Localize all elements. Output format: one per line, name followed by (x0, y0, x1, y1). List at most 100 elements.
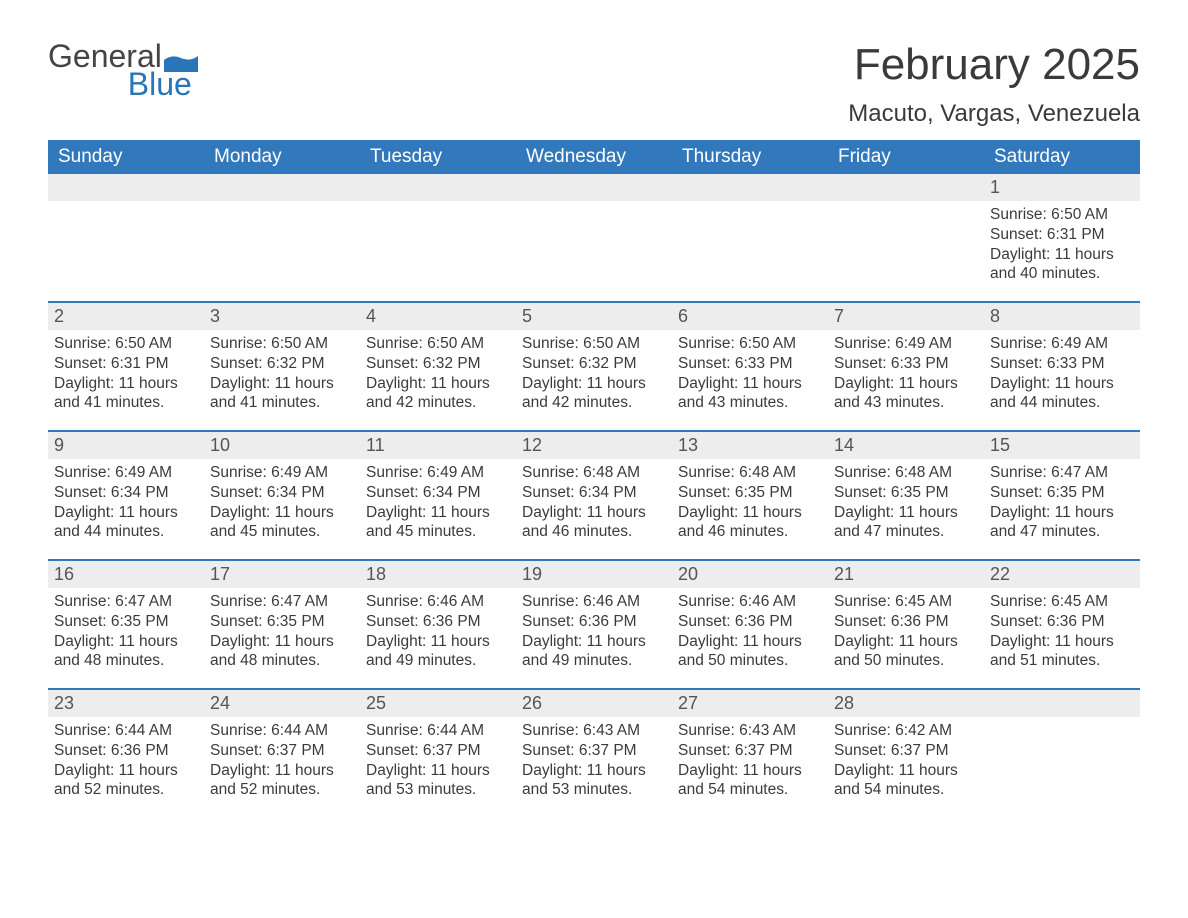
daynum-row: 9101112131415 (48, 432, 1140, 459)
day-number (516, 174, 672, 201)
day-cell-num: 10 (204, 432, 360, 459)
sunset-line: Sunset: 6:36 PM (834, 612, 976, 632)
sunset-line: Sunset: 6:36 PM (522, 612, 664, 632)
daylight-line: Daylight: 11 hours and 43 minutes. (834, 374, 976, 414)
sunset-line: Sunset: 6:35 PM (54, 612, 196, 632)
sunset-line: Sunset: 6:36 PM (990, 612, 1132, 632)
sunset-line: Sunset: 6:32 PM (366, 354, 508, 374)
day-header-row: SundayMondayTuesdayWednesdayThursdayFrid… (48, 140, 1140, 174)
day-cell-num: 19 (516, 561, 672, 588)
day-cell-data: Sunrise: 6:46 AMSunset: 6:36 PMDaylight:… (516, 588, 672, 688)
day-data (672, 201, 828, 215)
day-cell-data: Sunrise: 6:48 AMSunset: 6:35 PMDaylight:… (672, 459, 828, 559)
day-cell-data: Sunrise: 6:45 AMSunset: 6:36 PMDaylight:… (828, 588, 984, 688)
day-cell-data (204, 201, 360, 301)
day-number: 24 (204, 690, 360, 717)
daylight-line: Daylight: 11 hours and 50 minutes. (678, 632, 820, 672)
day-data: Sunrise: 6:48 AMSunset: 6:34 PMDaylight:… (516, 459, 672, 552)
day-data: Sunrise: 6:44 AMSunset: 6:37 PMDaylight:… (360, 717, 516, 810)
daylight-line: Daylight: 11 hours and 54 minutes. (678, 761, 820, 801)
day-header: Tuesday (360, 140, 516, 174)
day-cell-data: Sunrise: 6:45 AMSunset: 6:36 PMDaylight:… (984, 588, 1140, 688)
day-cell-num: 6 (672, 303, 828, 330)
daylight-line: Daylight: 11 hours and 45 minutes. (366, 503, 508, 543)
day-cell-num: 1 (984, 174, 1140, 201)
day-data (204, 201, 360, 215)
daylight-line: Daylight: 11 hours and 48 minutes. (210, 632, 352, 672)
sunrise-line: Sunrise: 6:44 AM (54, 721, 196, 741)
day-number: 28 (828, 690, 984, 717)
sunrise-line: Sunrise: 6:43 AM (522, 721, 664, 741)
sunset-line: Sunset: 6:37 PM (366, 741, 508, 761)
day-cell-data: Sunrise: 6:50 AMSunset: 6:32 PMDaylight:… (204, 330, 360, 430)
day-data: Sunrise: 6:47 AMSunset: 6:35 PMDaylight:… (48, 588, 204, 681)
day-number: 23 (48, 690, 204, 717)
day-cell-num: 15 (984, 432, 1140, 459)
day-data: Sunrise: 6:44 AMSunset: 6:37 PMDaylight:… (204, 717, 360, 810)
sunset-line: Sunset: 6:35 PM (678, 483, 820, 503)
day-header: Thursday (672, 140, 828, 174)
day-data: Sunrise: 6:43 AMSunset: 6:37 PMDaylight:… (672, 717, 828, 810)
day-number: 5 (516, 303, 672, 330)
sunset-line: Sunset: 6:33 PM (834, 354, 976, 374)
daynum-row: 2345678 (48, 303, 1140, 330)
day-number (360, 174, 516, 201)
day-number: 27 (672, 690, 828, 717)
day-data (984, 717, 1140, 731)
sunset-line: Sunset: 6:36 PM (678, 612, 820, 632)
day-cell-data (516, 201, 672, 301)
day-data: Sunrise: 6:45 AMSunset: 6:36 PMDaylight:… (828, 588, 984, 681)
daylight-line: Daylight: 11 hours and 46 minutes. (522, 503, 664, 543)
day-number: 2 (48, 303, 204, 330)
day-cell-num: 16 (48, 561, 204, 588)
daylight-line: Daylight: 11 hours and 41 minutes. (210, 374, 352, 414)
sunrise-line: Sunrise: 6:50 AM (210, 334, 352, 354)
day-cell-data (984, 717, 1140, 817)
day-data: Sunrise: 6:49 AMSunset: 6:34 PMDaylight:… (360, 459, 516, 552)
day-cell-data: Sunrise: 6:49 AMSunset: 6:33 PMDaylight:… (984, 330, 1140, 430)
day-cell-num: 11 (360, 432, 516, 459)
day-cell-data: Sunrise: 6:47 AMSunset: 6:35 PMDaylight:… (204, 588, 360, 688)
day-number (984, 690, 1140, 717)
day-data: Sunrise: 6:48 AMSunset: 6:35 PMDaylight:… (828, 459, 984, 552)
sunrise-line: Sunrise: 6:45 AM (834, 592, 976, 612)
day-data: Sunrise: 6:48 AMSunset: 6:35 PMDaylight:… (672, 459, 828, 552)
sunrise-line: Sunrise: 6:49 AM (366, 463, 508, 483)
day-number: 1 (984, 174, 1140, 201)
daylight-line: Daylight: 11 hours and 49 minutes. (522, 632, 664, 672)
sunset-line: Sunset: 6:36 PM (366, 612, 508, 632)
daydata-row: Sunrise: 6:50 AMSunset: 6:31 PMDaylight:… (48, 330, 1140, 430)
sunrise-line: Sunrise: 6:44 AM (210, 721, 352, 741)
day-cell-num: 5 (516, 303, 672, 330)
sunrise-line: Sunrise: 6:50 AM (522, 334, 664, 354)
daylight-line: Daylight: 11 hours and 41 minutes. (54, 374, 196, 414)
sunrise-line: Sunrise: 6:47 AM (990, 463, 1132, 483)
day-number: 11 (360, 432, 516, 459)
day-cell-data: Sunrise: 6:46 AMSunset: 6:36 PMDaylight:… (360, 588, 516, 688)
daynum-row: 1 (48, 174, 1140, 201)
day-cell-data: Sunrise: 6:49 AMSunset: 6:33 PMDaylight:… (828, 330, 984, 430)
day-cell-data: Sunrise: 6:50 AMSunset: 6:31 PMDaylight:… (48, 330, 204, 430)
day-data: Sunrise: 6:50 AMSunset: 6:31 PMDaylight:… (48, 330, 204, 423)
daylight-line: Daylight: 11 hours and 47 minutes. (990, 503, 1132, 543)
sunset-line: Sunset: 6:35 PM (990, 483, 1132, 503)
daylight-line: Daylight: 11 hours and 44 minutes. (990, 374, 1132, 414)
sunset-line: Sunset: 6:37 PM (834, 741, 976, 761)
day-cell-data (828, 201, 984, 301)
day-cell-data: Sunrise: 6:50 AMSunset: 6:32 PMDaylight:… (360, 330, 516, 430)
day-number: 8 (984, 303, 1140, 330)
day-data (48, 201, 204, 215)
daylight-line: Daylight: 11 hours and 43 minutes. (678, 374, 820, 414)
sunrise-line: Sunrise: 6:50 AM (54, 334, 196, 354)
day-data: Sunrise: 6:50 AMSunset: 6:32 PMDaylight:… (516, 330, 672, 423)
sunrise-line: Sunrise: 6:46 AM (366, 592, 508, 612)
calendar-table: SundayMondayTuesdayWednesdayThursdayFrid… (48, 140, 1140, 817)
sunset-line: Sunset: 6:33 PM (990, 354, 1132, 374)
day-cell-num: 26 (516, 690, 672, 717)
day-cell-num: 21 (828, 561, 984, 588)
daylight-line: Daylight: 11 hours and 53 minutes. (366, 761, 508, 801)
daylight-line: Daylight: 11 hours and 42 minutes. (522, 374, 664, 414)
day-cell-num (672, 174, 828, 201)
sunset-line: Sunset: 6:34 PM (210, 483, 352, 503)
day-cell-num: 12 (516, 432, 672, 459)
